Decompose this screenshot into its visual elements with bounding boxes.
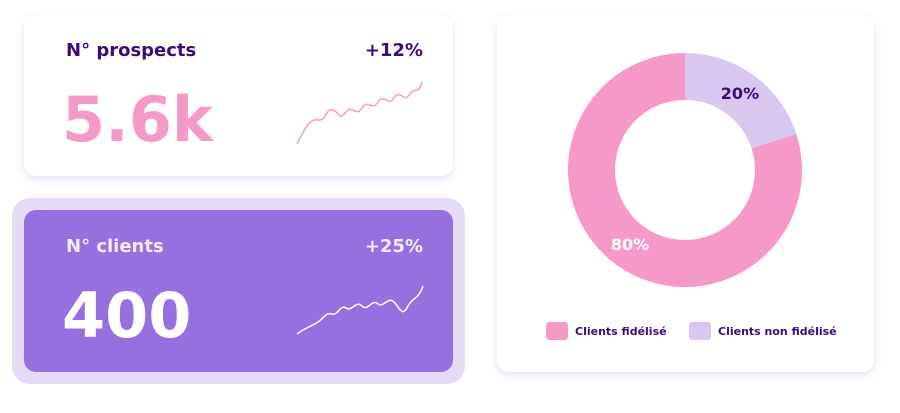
card-value: 400 bbox=[62, 279, 191, 352]
card-value: 5.6k bbox=[62, 83, 215, 156]
legend-label: Clients fidélisé bbox=[575, 325, 667, 338]
slice-label: 80% bbox=[611, 235, 649, 254]
donut-slice bbox=[685, 53, 797, 149]
card-title: N° clients bbox=[66, 236, 164, 257]
clients-card bbox=[24, 210, 453, 372]
card-change: +25% bbox=[365, 236, 423, 257]
sparkline bbox=[296, 81, 423, 145]
sparkline bbox=[296, 285, 424, 335]
prospects-card bbox=[24, 15, 453, 176]
card-title: N° prospects bbox=[66, 40, 196, 61]
legend-swatch bbox=[689, 322, 711, 340]
legend-swatch bbox=[546, 322, 568, 340]
card-change: +12% bbox=[365, 40, 423, 61]
slice-label: 20% bbox=[721, 84, 759, 103]
donut-slice bbox=[568, 53, 802, 287]
donut-chart: 80% 20% Clients fidélisé Clients non fidéli… bbox=[546, 53, 837, 340]
legend-label: Clients non fidélisé bbox=[718, 325, 837, 338]
